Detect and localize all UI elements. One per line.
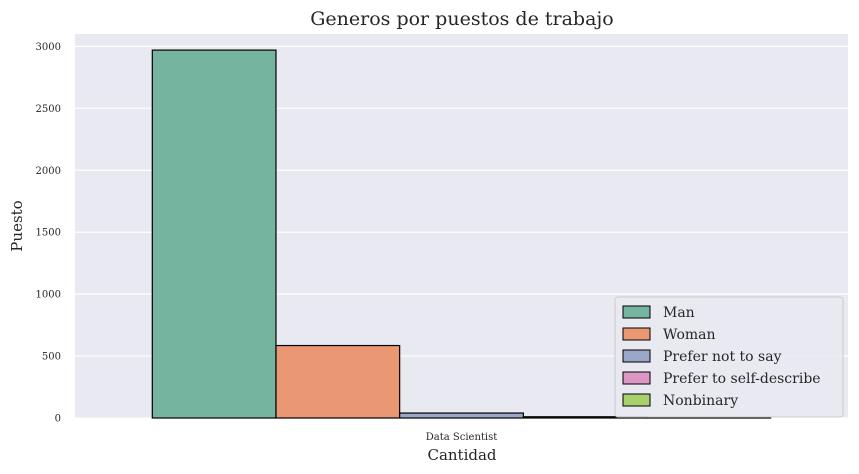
bar-man xyxy=(151,49,277,419)
legend-swatch xyxy=(622,393,651,407)
legend-swatch xyxy=(622,349,651,363)
x-axis-ticks: Data Scientist xyxy=(426,432,498,443)
x-axis-label: Cantidad xyxy=(427,446,496,464)
bar-prefer-not-to-say xyxy=(399,412,524,419)
y-axis-label: Puesto xyxy=(8,200,26,251)
chart-title: Generos por puestos de trabajo xyxy=(310,8,614,30)
y-tick-label: 2500 xyxy=(36,104,61,115)
legend-label: Woman xyxy=(663,327,716,343)
y-tick-label: 1000 xyxy=(36,290,61,301)
legend-swatch xyxy=(622,305,651,319)
legend-swatch xyxy=(622,371,651,385)
y-tick-label: 500 xyxy=(42,352,61,363)
y-tick-label: 0 xyxy=(55,414,61,425)
legend-label: Prefer not to say xyxy=(663,349,782,365)
y-tick-label: 1500 xyxy=(36,228,61,239)
y-tick-label: 2000 xyxy=(36,166,61,177)
legend-label: Nonbinary xyxy=(663,393,738,409)
x-tick-label: Data Scientist xyxy=(426,432,498,443)
y-axis-ticks: 0 500 1000 1500 2000 2500 3000 xyxy=(36,42,61,425)
bars xyxy=(151,49,772,419)
legend-label: Man xyxy=(663,305,695,321)
legend: Man Woman Prefer not to say Prefer to self-… xyxy=(614,296,844,418)
legend-box xyxy=(614,296,844,418)
legend-label: Prefer to self-describe xyxy=(663,371,821,387)
bar-woman xyxy=(275,344,401,419)
legend-swatch xyxy=(622,327,651,341)
y-tick-label: 3000 xyxy=(36,42,61,53)
